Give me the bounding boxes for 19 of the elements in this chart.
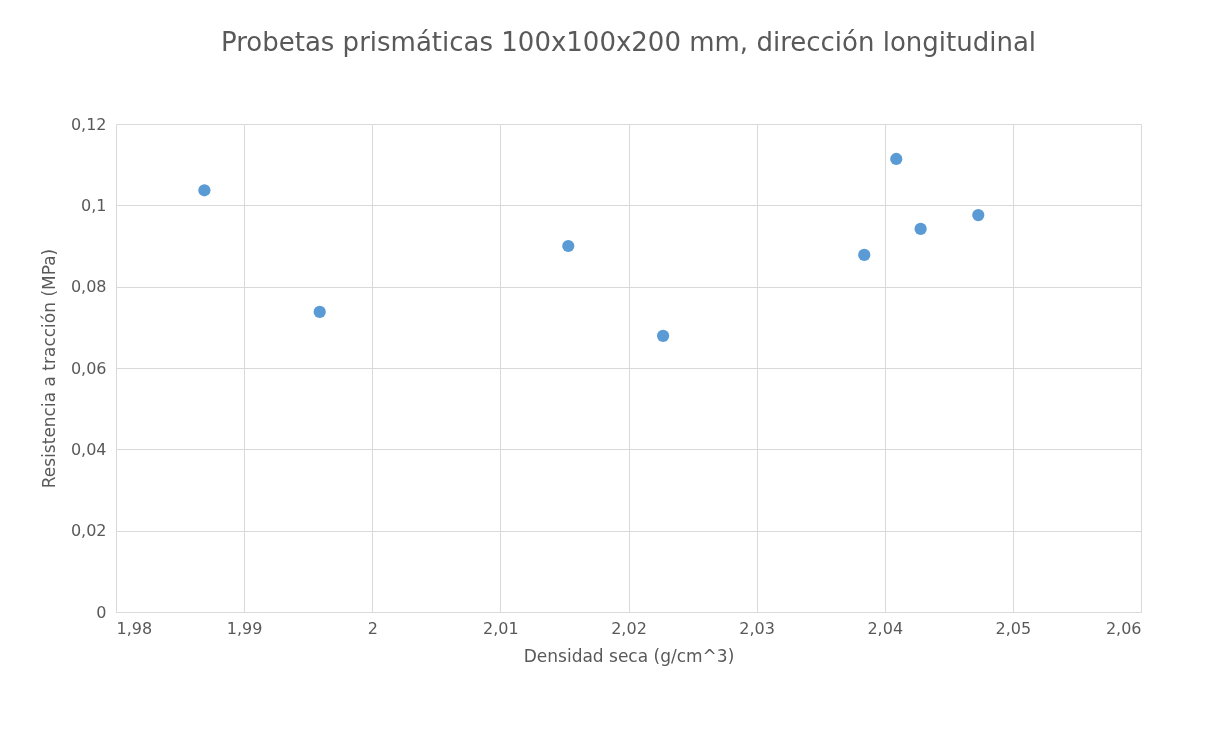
- x-tick-label: 2,02: [611, 618, 647, 638]
- chart-title: Probetas prismáticas 100x100x200 mm, dirección longitudinal: [220, 27, 1037, 57]
- y-tick-label: 0: [96, 602, 107, 622]
- x-tick-label: 2,03: [739, 618, 775, 638]
- y-tick-label: 0,04: [70, 439, 107, 459]
- y-tick-label: 0,1: [81, 195, 107, 215]
- y-tick-label: 0,06: [70, 358, 107, 378]
- y-tick-label: 0,02: [70, 521, 107, 541]
- x-tick-label: 1,99: [226, 618, 263, 638]
- y-tick-label: 0,08: [70, 277, 107, 297]
- x-tick-label: 2,05: [995, 618, 1032, 638]
- x-tick-label: 2,04: [867, 618, 904, 638]
- x-tick-label: 1,98: [116, 618, 153, 638]
- y-tick-label: 0,12: [70, 114, 107, 134]
- x-axis-title: Densidad seca (g/cm^3): [523, 645, 735, 666]
- x-tick-label: 2,06: [1105, 618, 1142, 638]
- y-axis-title: Resistencia a tracción (MPa): [38, 248, 59, 489]
- x-tick-label: 2,01: [483, 618, 519, 638]
- x-tick-label: 2: [367, 618, 378, 638]
